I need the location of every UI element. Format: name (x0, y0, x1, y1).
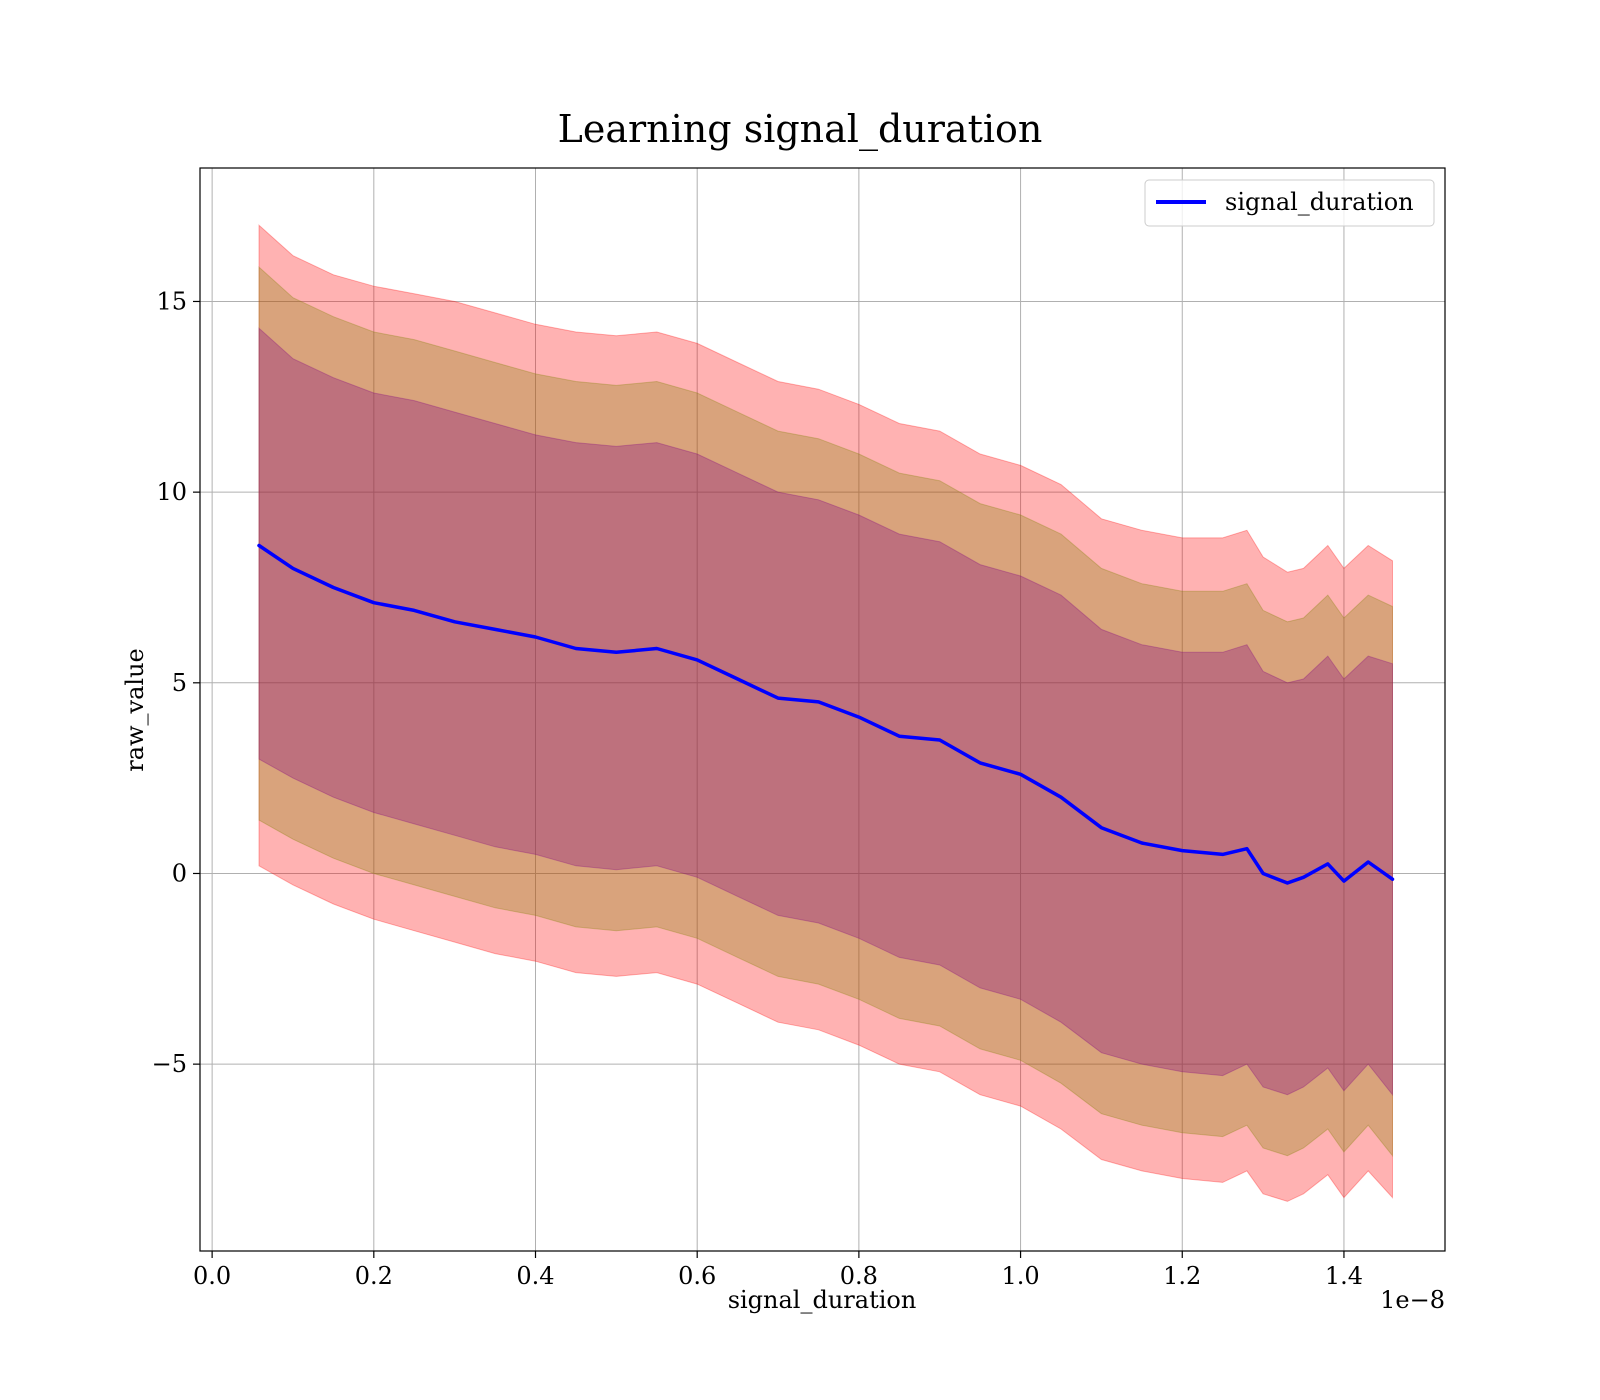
y-axis-ticks: −5 0 5 10 15 (152, 287, 200, 1078)
x-tick-label: 1.4 (1325, 1262, 1363, 1290)
confidence-bands (258, 224, 1393, 1202)
grid (200, 168, 1445, 1251)
chart-title: Learning signal_duration (558, 107, 1043, 152)
band-area (258, 265, 1393, 1158)
axes-frame (199, 167, 1446, 1252)
x-axis-ticks: 0.0 0.2 0.4 0.6 0.8 1.0 1.2 1.4 (193, 1251, 1363, 1290)
x-axis-label: signal_duration (728, 1286, 917, 1314)
band-area (258, 224, 1393, 1202)
y-axis-label: raw_value (121, 648, 149, 772)
x-tick-label: 0.6 (678, 1262, 716, 1290)
y-tick-label: −5 (152, 1050, 187, 1078)
x-tick-label: 1.0 (1001, 1262, 1039, 1290)
legend-frame (1144, 179, 1435, 227)
x-tick-label: 1.2 (1163, 1262, 1201, 1290)
x-tick-label: 0.2 (355, 1262, 393, 1290)
y-tick-label: 5 (172, 669, 187, 697)
legend-label-signal-duration: signal_duration (1225, 188, 1414, 216)
y-tick-label: 0 (172, 859, 187, 887)
y-tick-label: 10 (156, 478, 187, 506)
band-area (258, 327, 1393, 1097)
legend: signal_duration (1144, 179, 1435, 227)
x-tick-label: 0.8 (840, 1262, 878, 1290)
series-line-signal-duration (257, 543, 1395, 885)
x-tick-label: 0.4 (516, 1262, 554, 1290)
y-tick-label: 15 (156, 287, 187, 315)
x-tick-label: 0.0 (193, 1262, 231, 1290)
x-axis-offset-label: 1e−8 (1380, 1286, 1445, 1314)
series-lines (257, 543, 1395, 885)
